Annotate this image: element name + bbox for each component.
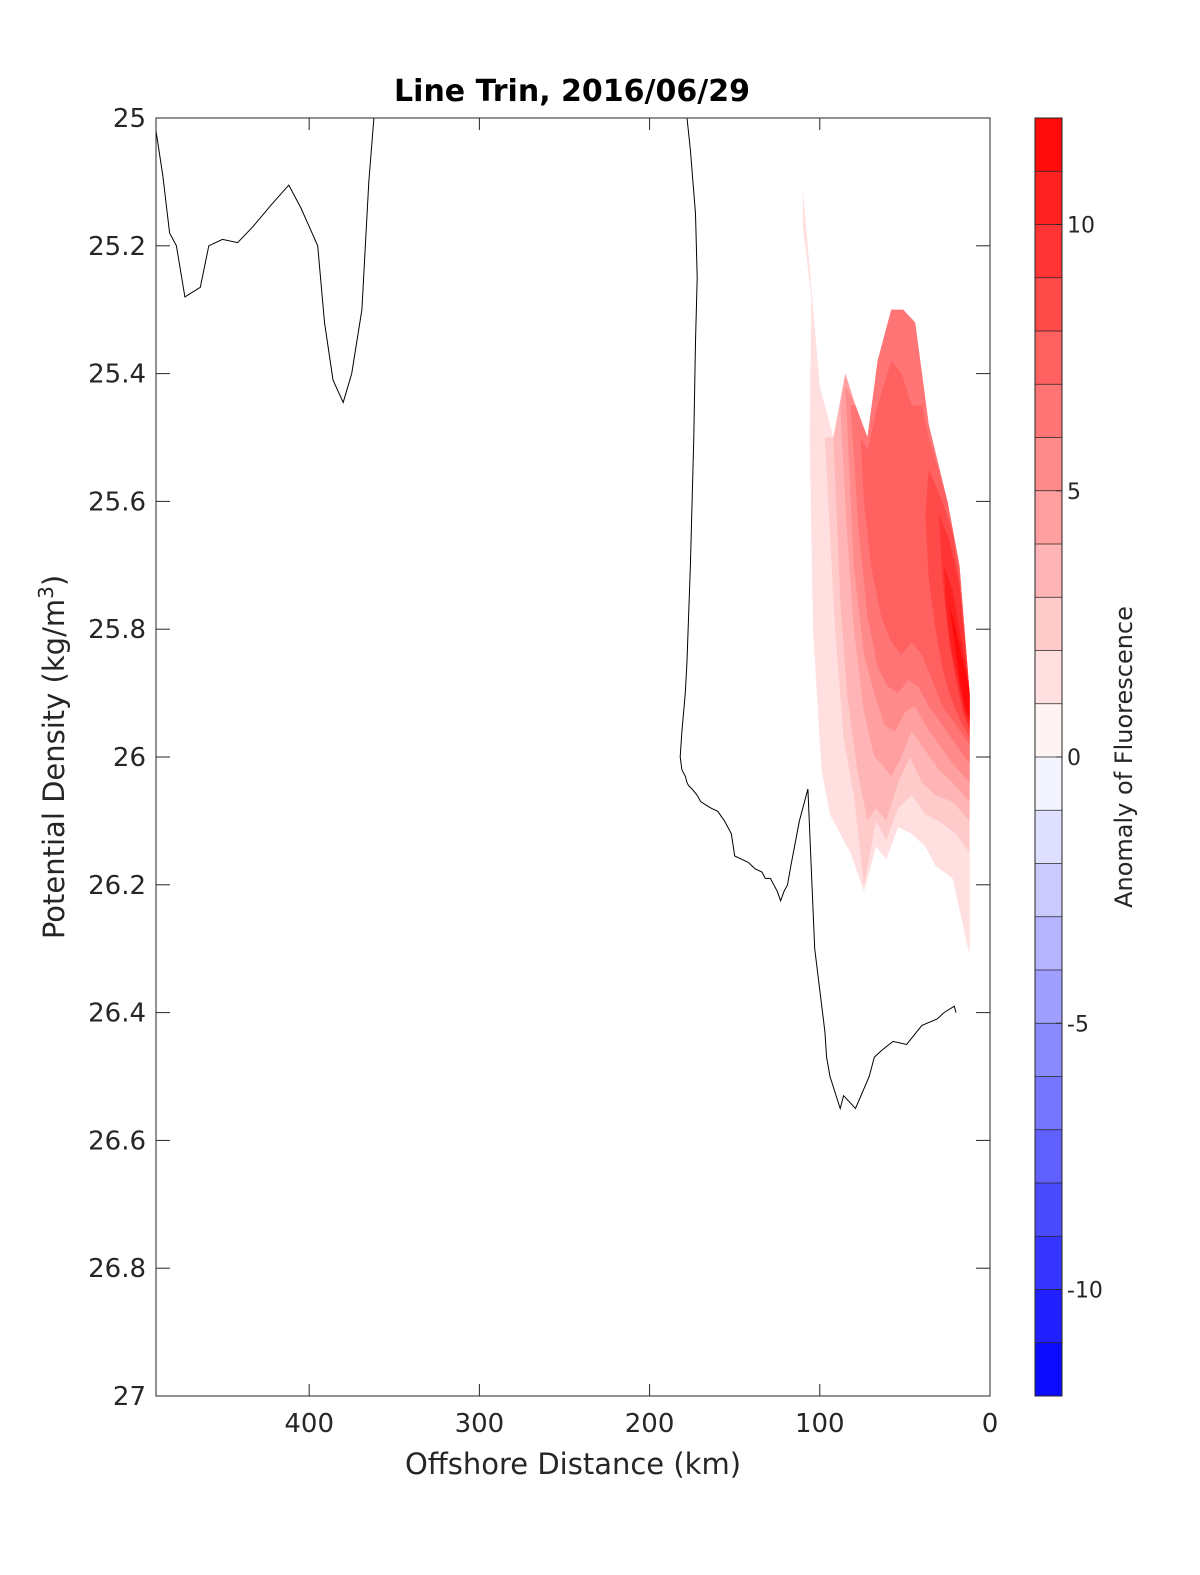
y-tick-label: 26.8: [88, 1254, 146, 1284]
y-axis-label-superscript: 3: [34, 586, 58, 599]
zero-contour-layer: [155, 117, 957, 1111]
colorbar-band: [1035, 916, 1062, 970]
y-tick-label: 25.4: [88, 360, 146, 390]
colorbar-band: [1035, 437, 1062, 491]
y-tick-label: 26.6: [88, 1126, 146, 1156]
colorbar-band: [1035, 1289, 1062, 1343]
colorbar-band: [1035, 810, 1062, 864]
colorbar-band: [1035, 277, 1062, 331]
colorbar: 10 5 0 -5 -10: [1034, 117, 1103, 1397]
colorbar-band: [1035, 1076, 1062, 1130]
colorbar-band: [1035, 863, 1062, 917]
y-axis-label-base: Potential Density (kg/m: [37, 599, 71, 939]
y-tick-label: 25.2: [88, 232, 146, 262]
x-tick-label: 100: [795, 1409, 845, 1439]
y-tick-label: 26.2: [88, 871, 146, 901]
y-tick-label: 27: [113, 1382, 146, 1412]
y-axis: 25 25.2 25.4 25.6 25.8 26 26.2 26.4 26.6 26.8 27: [88, 104, 990, 1412]
x-tick-label: 200: [625, 1409, 675, 1439]
y-axis-label: Potential Density (kg/m3): [34, 575, 71, 939]
y-tick-label: 26: [113, 743, 146, 773]
y-tick-label: 25.6: [88, 487, 146, 517]
colorbar-band: [1035, 597, 1062, 651]
x-axis: 400 300 200 100 0: [284, 118, 998, 1439]
colorbar-tick-label: -5: [1067, 1012, 1089, 1037]
y-tick-label: 26.4: [88, 999, 146, 1029]
y-tick-label: 25: [113, 104, 146, 134]
x-axis-label: Offshore Distance (km): [405, 1447, 741, 1481]
colorbar-band: [1035, 1023, 1062, 1077]
chart-title: Line Trin, 2016/06/29: [394, 74, 750, 109]
colorbar-band: [1035, 224, 1062, 278]
colorbar-band: [1035, 1342, 1062, 1396]
x-tick-label: 400: [284, 1409, 334, 1439]
zero-contour-line-1: [155, 117, 375, 404]
colorbar-band: [1035, 703, 1062, 757]
colorbar-band: [1035, 1183, 1062, 1237]
anomaly-fill-layer: [802, 188, 970, 956]
fill-region-level-11: [949, 603, 970, 719]
colorbar-label: Anomaly of Fluorescence: [1110, 606, 1138, 908]
zero-contour-line-2: [679, 117, 957, 1111]
colorbar-band: [1035, 544, 1062, 598]
colorbar-tick-label: 0: [1067, 746, 1081, 771]
colorbar-band: [1035, 1129, 1062, 1183]
y-tick-label: 25.8: [88, 615, 146, 645]
colorbar-band: [1035, 757, 1062, 811]
colorbar-band: [1035, 171, 1062, 225]
x-tick-label: 0: [982, 1409, 999, 1439]
colorbar-tick-label: 5: [1067, 480, 1081, 505]
colorbar-band: [1035, 1236, 1062, 1290]
colorbar-tick-label: -10: [1067, 1279, 1103, 1304]
colorbar-band: [1035, 331, 1062, 385]
colorbar-band: [1035, 650, 1062, 704]
colorbar-band: [1035, 970, 1062, 1024]
x-tick-label: 300: [455, 1409, 505, 1439]
colorbar-band: [1035, 118, 1062, 172]
colorbar-tick-label: 10: [1067, 214, 1095, 239]
y-axis-label-close: ): [37, 575, 71, 586]
colorbar-band: [1035, 384, 1062, 438]
colorbar-band: [1035, 490, 1062, 544]
